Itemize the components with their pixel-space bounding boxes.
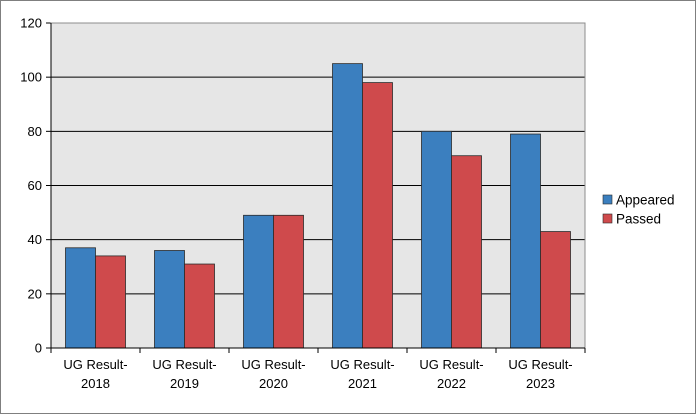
bar-appeared	[154, 250, 185, 349]
bar-appeared	[65, 247, 96, 349]
x-tick-label: UG Result- 2020	[241, 357, 305, 391]
bar-appeared	[510, 133, 541, 349]
legend-label-passed: Passed	[616, 212, 661, 227]
x-tick-label-line: UG Result-	[152, 357, 216, 372]
x-tick-label: UG Result- 2023	[508, 357, 572, 391]
bar-passed	[273, 214, 304, 349]
x-tick-label-line: 2023	[526, 376, 555, 391]
y-tick-label: 20	[28, 286, 42, 301]
bar-passed	[362, 82, 393, 349]
bar-appeared	[332, 63, 363, 349]
x-tick-label-line: 2022	[437, 376, 466, 391]
x-tick-label-line: UG Result-	[63, 357, 127, 372]
y-tick-label: 40	[28, 232, 42, 247]
bar-passed	[451, 155, 482, 349]
bar-appeared	[421, 130, 452, 349]
x-tick-label-line: 2019	[170, 376, 199, 391]
bar-passed	[540, 231, 571, 349]
x-tick-label-line: UG Result-	[241, 357, 305, 372]
y-tick-label: 60	[28, 178, 42, 193]
x-tick-label-line: UG Result-	[330, 357, 394, 372]
y-tick-label: 0	[35, 341, 42, 356]
bar-passed	[184, 263, 215, 349]
x-tick-label: UG Result- 2022	[419, 357, 483, 391]
x-tick-label-line: UG Result-	[508, 357, 572, 372]
x-tick-label-line: 2021	[348, 376, 377, 391]
x-tick-label-line: 2020	[259, 376, 288, 391]
legend-swatch-appeared	[602, 194, 613, 205]
x-tick-label: UG Result- 2019	[152, 357, 216, 391]
x-tick-label: UG Result- 2018	[63, 357, 127, 391]
y-tick-label: 100	[20, 70, 42, 85]
legend-swatch-passed	[602, 213, 613, 224]
bar-appeared	[243, 214, 274, 349]
bar-passed	[95, 255, 126, 349]
x-tick-label-line: 2018	[81, 376, 110, 391]
x-tick-label: UG Result- 2021	[330, 357, 394, 391]
y-tick-label: 80	[28, 124, 42, 139]
y-tick-label: 120	[20, 16, 42, 31]
x-tick-label-line: UG Result-	[419, 357, 483, 372]
legend-label-appeared: Appeared	[616, 193, 675, 208]
